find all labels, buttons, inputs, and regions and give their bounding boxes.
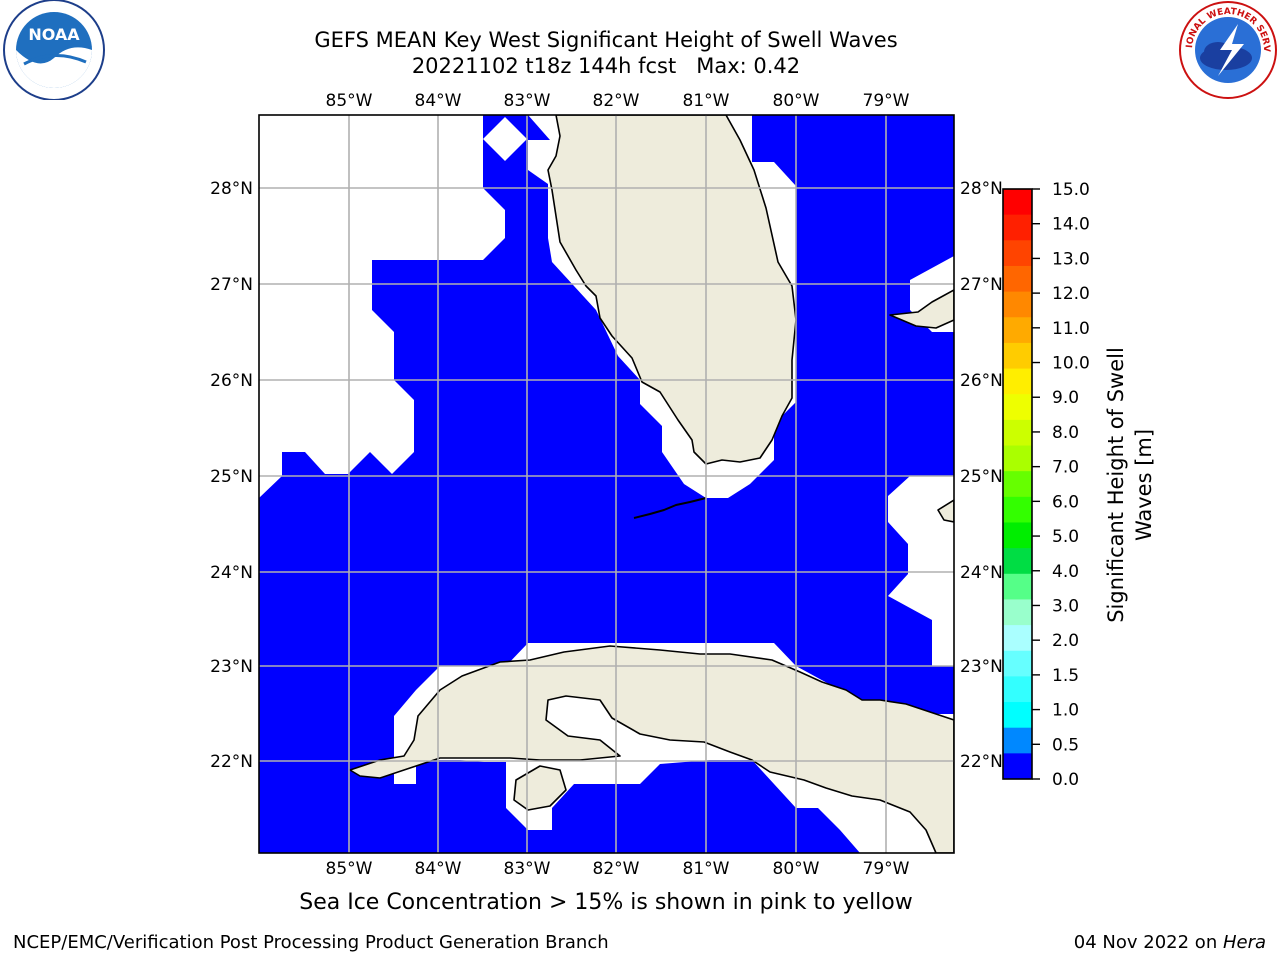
noaa-logo: NOAA [3,0,105,100]
colorbar-tick-label: 13.0 [1052,249,1090,269]
lat-label: 22°N [960,752,1003,772]
lon-label: 80°W [773,859,820,879]
colorbar-tick-label: 11.0 [1052,319,1090,339]
lat-label: 24°N [960,563,1003,583]
footer-date: 04 Nov 2022 on Hera [1074,932,1266,953]
colorbar-swatch [1003,445,1032,472]
colorbar-tick-label: 12.0 [1052,284,1090,304]
colorbar-tick-label: 6.0 [1052,492,1079,512]
colorbar-tick-label: 15.0 [1052,180,1090,200]
colorbar-label-line2: Waves [m] [1132,429,1156,541]
colorbar-swatch [1003,753,1032,780]
colorbar-tick-label: 0.5 [1052,735,1079,755]
lon-label: 83°W [504,859,551,879]
noaa-logo-text: NOAA [28,25,80,44]
colorbar-tick-label: 8.0 [1052,423,1079,443]
footer-org: NCEP/EMC/Verification Post Processing Pr… [13,932,609,953]
colorbar-swatch [1003,419,1032,447]
lat-label: 27°N [210,275,253,295]
colorbar-swatch [1003,189,1032,216]
colorbar-tick-label: 0.0 [1052,770,1079,790]
lon-labels-top: 85°W 84°W 83°W 82°W 81°W 80°W 79°W [326,91,910,111]
colorbar-ticks: 15.0 14.0 13.0 12.0 11.0 10.0 9.0 8.0 7.0 6.0 5.0 4… [1032,180,1090,790]
lat-labels-left: 28°N 27°N 26°N 25°N 24°N 23°N 22°N [210,179,253,772]
lon-label: 80°W [773,91,820,111]
lon-label: 85°W [326,91,373,111]
lon-label: 79°W [863,91,910,111]
colorbar-swatch [1003,727,1032,754]
colorbar-tick-label: 3.0 [1052,596,1079,616]
lat-label: 26°N [960,371,1003,391]
colorbar-swatch [1003,394,1032,421]
lat-label: 28°N [960,179,1003,199]
colorbar-label-line1: Significant Height of Swell [1104,347,1128,623]
lon-label: 83°W [504,91,551,111]
colorbar-swatch [1003,496,1032,523]
colorbar-swatch [1003,240,1032,267]
map-subtitle: 20221102 t18z 144h fcst Max: 0.42 [411,54,801,78]
colorbar-swatch [1003,368,1032,395]
lat-label: 25°N [210,467,253,487]
lat-label: 26°N [210,371,253,391]
colorbar-tick-label: 2.0 [1052,631,1079,651]
footer-date-text: 04 Nov 2022 on [1073,932,1223,953]
map-frame [258,114,955,854]
lat-labels-right: 28°N 27°N 26°N 25°N 24°N 23°N 22°N [960,179,1003,772]
colorbar-tick-label: 9.0 [1052,388,1079,408]
colorbar [1003,189,1032,780]
lat-label: 23°N [960,657,1003,677]
lat-label: 28°N [210,179,253,199]
lon-label: 84°W [415,91,462,111]
colorbar-swatch [1003,650,1032,677]
sea-ice-caption: Sea Ice Concentration > 15% is shown in … [299,890,913,915]
lat-label: 25°N [960,467,1003,487]
colorbar-swatch [1003,265,1032,293]
colorbar-swatch [1003,625,1032,652]
lon-label: 79°W [863,859,910,879]
nws-logo: NATIONAL WEATHER SERVICE [1178,0,1277,99]
lat-label: 27°N [960,275,1003,295]
colorbar-swatch [1003,317,1032,344]
colorbar-frame [1002,188,1033,780]
colorbar-swatch [1003,522,1032,549]
colorbar-tick-label: 1.0 [1052,701,1079,721]
graticule [259,115,954,853]
colorbar-swatch [1003,342,1032,370]
lat-label: 24°N [210,563,253,583]
lon-label: 82°W [593,91,640,111]
colorbar-swatch [1003,214,1032,241]
colorbar-tick-label: 7.0 [1052,458,1079,478]
land [349,115,954,853]
colorbar-tick-label: 5.0 [1052,527,1079,547]
colorbar-tick-label: 4.0 [1052,562,1079,582]
lat-label: 22°N [210,752,253,772]
lon-labels-bottom: 85°W 84°W 83°W 82°W 81°W 80°W 79°W [326,859,910,879]
lon-label: 82°W [593,859,640,879]
colorbar-swatch [1003,291,1032,318]
colorbar-swatch [1003,599,1032,626]
colorbar-tick-label: 14.0 [1052,215,1090,235]
colorbar-swatch [1003,573,1032,600]
footer-host: Hera [1222,932,1266,953]
colorbar-swatch [1003,676,1032,703]
lon-label: 85°W [326,859,373,879]
map-title: GEFS MEAN Key West Significant Height of… [314,28,898,52]
lon-label: 81°W [683,91,730,111]
colorbar-swatch [1003,471,1032,498]
cuba-landmass [349,645,954,853]
colorbar-swatch [1003,548,1032,575]
lat-label: 23°N [210,657,253,677]
colorbar-tick-label: 1.5 [1052,666,1079,686]
colorbar-swatch [1003,702,1032,729]
lon-label: 81°W [683,859,730,879]
florida-landmass [547,115,797,465]
lon-label: 84°W [415,859,462,879]
colorbar-tick-label: 10.0 [1052,354,1090,374]
